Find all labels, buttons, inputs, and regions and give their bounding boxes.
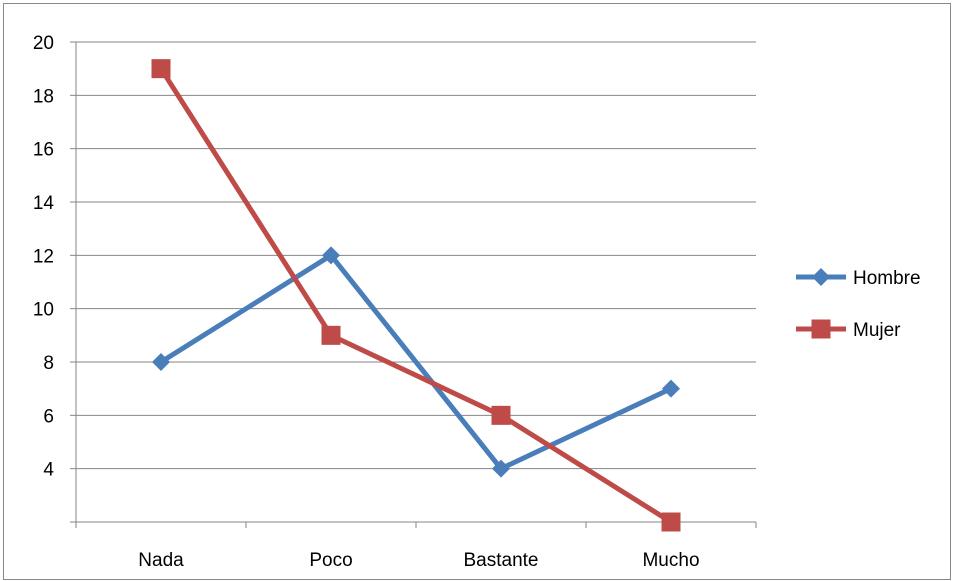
data-point-mujer [151, 59, 171, 79]
y-tick-label: 8 [43, 353, 54, 374]
data-point-hombre [492, 459, 510, 478]
x-tick-label: Bastante [464, 550, 539, 571]
legend-marker-hombre [812, 268, 830, 286]
data-point-mujer [491, 405, 511, 425]
y-tick-label: 12 [33, 246, 54, 267]
y-tick-label: 6 [43, 406, 54, 427]
legend: Hombre Mujer [796, 268, 921, 341]
y-tick-label: 4 [43, 460, 54, 481]
series-mujer [151, 59, 681, 532]
legend-marker-mujer [811, 319, 831, 339]
gridlines [76, 41, 756, 523]
series-hombre [152, 246, 680, 478]
y-tick-label: 10 [33, 300, 54, 321]
legend-item-hombre: Hombre [796, 268, 921, 289]
legend-label-mujer: Mujer [853, 320, 901, 341]
x-axis-tick-labels: Nada Poco Bastante Mucho [138, 550, 699, 571]
legend-label-hombre: Hombre [853, 268, 921, 289]
x-tick-label: Mucho [642, 550, 699, 571]
x-tick-label: Poco [309, 550, 352, 571]
axes [70, 41, 757, 528]
series-line-hombre [158, 252, 674, 472]
chart-frame [3, 3, 951, 580]
data-point-hombre [322, 246, 340, 265]
data-point-hombre [152, 353, 170, 371]
data-point-hombre [662, 379, 680, 398]
data-point-mujer [321, 325, 341, 345]
y-tick-label: 14 [33, 193, 55, 214]
y-tick-label: 18 [33, 86, 54, 107]
series-line-mujer [158, 66, 674, 525]
x-tick-label: Nada [138, 550, 184, 571]
data-point-mujer [661, 512, 681, 532]
y-tick-label: 20 [33, 33, 54, 54]
y-axis-tick-labels: 20 18 16 14 12 10 8 6 4 [33, 33, 55, 481]
series [151, 59, 681, 532]
legend-item-mujer: Mujer [796, 319, 901, 341]
y-tick-label: 16 [33, 140, 54, 161]
